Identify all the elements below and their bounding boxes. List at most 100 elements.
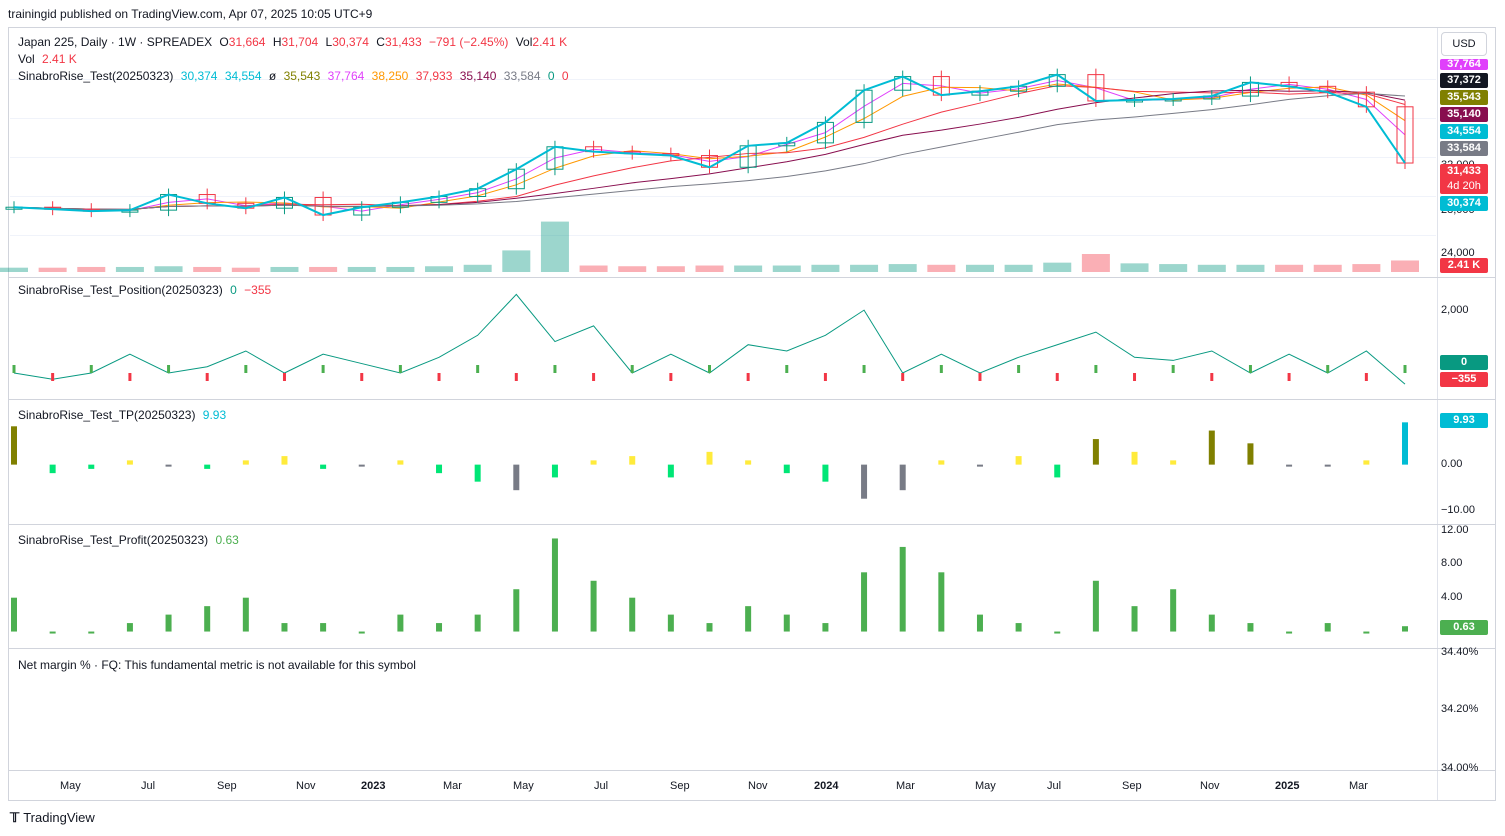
position-bar xyxy=(12,365,16,373)
volume-legend[interactable]: Vol 2.41 K xyxy=(18,52,81,66)
high-label: H xyxy=(272,35,282,49)
ma-line-slow xyxy=(13,85,1406,210)
price-axis-separator xyxy=(1437,28,1438,800)
tp-bar xyxy=(629,456,636,465)
position-legend[interactable]: SinabroRise_Test_Position(20250323) 0 −3… xyxy=(18,283,275,297)
net-margin-text: Net margin % · FQ: This fundamental metr… xyxy=(18,658,416,672)
pane-separator-1[interactable] xyxy=(9,277,1495,278)
net-margin-legend: Net margin % · FQ: This fundamental metr… xyxy=(18,658,420,672)
pane-separator-2[interactable] xyxy=(9,399,1495,400)
position-bar xyxy=(398,365,402,373)
profit-bar xyxy=(513,589,520,632)
profit-bar xyxy=(281,623,288,632)
last-price-badge: 31,433 xyxy=(1440,164,1488,179)
vol-label: Vol xyxy=(515,35,533,49)
position-name[interactable]: SinabroRise_Test_Position(20250323) xyxy=(18,283,223,297)
position-bar xyxy=(167,365,171,373)
position-bar xyxy=(669,373,673,381)
symbol-legend[interactable]: Japan 225, Daily · 1W · SPREADEX O31,664… xyxy=(18,35,571,49)
profit-bar xyxy=(11,597,17,632)
tp-bar xyxy=(590,460,597,465)
tp-tick: −10.00 xyxy=(1441,504,1475,516)
tp-legend[interactable]: SinabroRise_Test_TP(20250323) 9.93 xyxy=(18,408,230,422)
tp-tick: 0.00 xyxy=(1441,458,1463,470)
indicator-sym: ø xyxy=(268,69,277,83)
volume-bar xyxy=(1197,264,1226,272)
price-badge: 30,374 xyxy=(1440,196,1488,211)
symbol-name[interactable]: Japan 225, Daily · 1W · SPREADEX xyxy=(18,35,213,49)
profit-bar xyxy=(358,631,365,634)
position-bar xyxy=(630,365,634,373)
volume-bar xyxy=(1081,254,1110,272)
tp-bar xyxy=(976,464,983,467)
indicator-v10: 0 xyxy=(561,69,569,83)
position-bar xyxy=(89,365,93,373)
indicator-v6: 37,933 xyxy=(415,69,453,83)
publish-info: trainingid published on TradingView.com,… xyxy=(8,7,373,21)
tp-bar xyxy=(88,464,95,469)
tradingview-logo[interactable]: 𝕋 TradingView xyxy=(10,810,95,826)
position-bar xyxy=(205,373,209,381)
position-bar xyxy=(1326,365,1330,373)
vol-value: 2.41 K xyxy=(532,35,568,49)
time-tick: Sep xyxy=(670,780,690,792)
tp-bar xyxy=(1363,460,1370,465)
volume-bar xyxy=(540,221,569,272)
volume-bar xyxy=(386,266,415,272)
profit-tick: 12.00 xyxy=(1441,524,1469,536)
time-tick: Jul xyxy=(594,780,609,792)
tp-bar xyxy=(436,464,443,474)
volume-bar xyxy=(965,264,994,272)
volume-bar xyxy=(1352,264,1381,272)
profit-bar xyxy=(1286,631,1293,634)
profit-bar xyxy=(783,614,790,632)
volume-bar xyxy=(656,266,685,272)
tp-bar xyxy=(242,460,249,465)
pane-separator-3[interactable] xyxy=(9,524,1495,525)
volume-bar xyxy=(850,264,879,272)
profit-name[interactable]: SinabroRise_Test_Profit(20250323) xyxy=(18,533,209,547)
indicator-name[interactable]: SinabroRise_Test(20250323) xyxy=(18,69,174,83)
profit-tick: 8.00 xyxy=(1441,557,1463,569)
position-bar xyxy=(244,365,248,373)
close-label: C xyxy=(376,35,385,49)
volume-bar xyxy=(1043,262,1072,272)
tp-bar xyxy=(358,464,365,467)
profit-bar xyxy=(88,631,95,634)
tp-bar xyxy=(397,460,404,465)
time-tick: Sep xyxy=(217,780,237,792)
tp-name[interactable]: SinabroRise_Test_TP(20250323) xyxy=(18,408,196,422)
position-bar xyxy=(823,373,827,381)
position-bar xyxy=(901,373,905,381)
profit-bar xyxy=(474,614,481,632)
tp-bar xyxy=(745,460,752,465)
volume-bar xyxy=(618,266,647,272)
profit-bar xyxy=(1092,580,1099,632)
tp-bar xyxy=(1170,460,1177,465)
volume-bar xyxy=(1313,264,1342,272)
indicator-v5: 38,250 xyxy=(371,69,409,83)
time-tick: Jul xyxy=(141,780,156,792)
tp-bar xyxy=(281,456,288,465)
tp-bar xyxy=(667,464,674,478)
close-value: 31,433 xyxy=(384,35,422,49)
indicator-legend[interactable]: SinabroRise_Test(20250323) 30,374 34,554… xyxy=(18,69,573,83)
currency-button[interactable]: USD xyxy=(1441,32,1487,56)
tp-bar xyxy=(1247,443,1254,465)
profit-legend[interactable]: SinabroRise_Test_Profit(20250323) 0.63 xyxy=(18,533,243,547)
profit-bar xyxy=(976,614,983,632)
volume-bar xyxy=(193,266,222,272)
position-bar xyxy=(360,373,364,381)
tp-bar xyxy=(706,451,713,465)
pane-separator-4[interactable] xyxy=(9,648,1495,649)
high-value: 31,704 xyxy=(281,35,319,49)
indicator-v3: 35,543 xyxy=(283,69,321,83)
position-bar xyxy=(1210,373,1214,381)
tp-bar xyxy=(49,464,56,474)
profit-bar xyxy=(1402,626,1408,632)
profit-bar xyxy=(126,623,133,632)
profit-bar xyxy=(1015,623,1022,632)
tp-bar xyxy=(1286,464,1293,467)
profit-bar xyxy=(1170,589,1177,632)
